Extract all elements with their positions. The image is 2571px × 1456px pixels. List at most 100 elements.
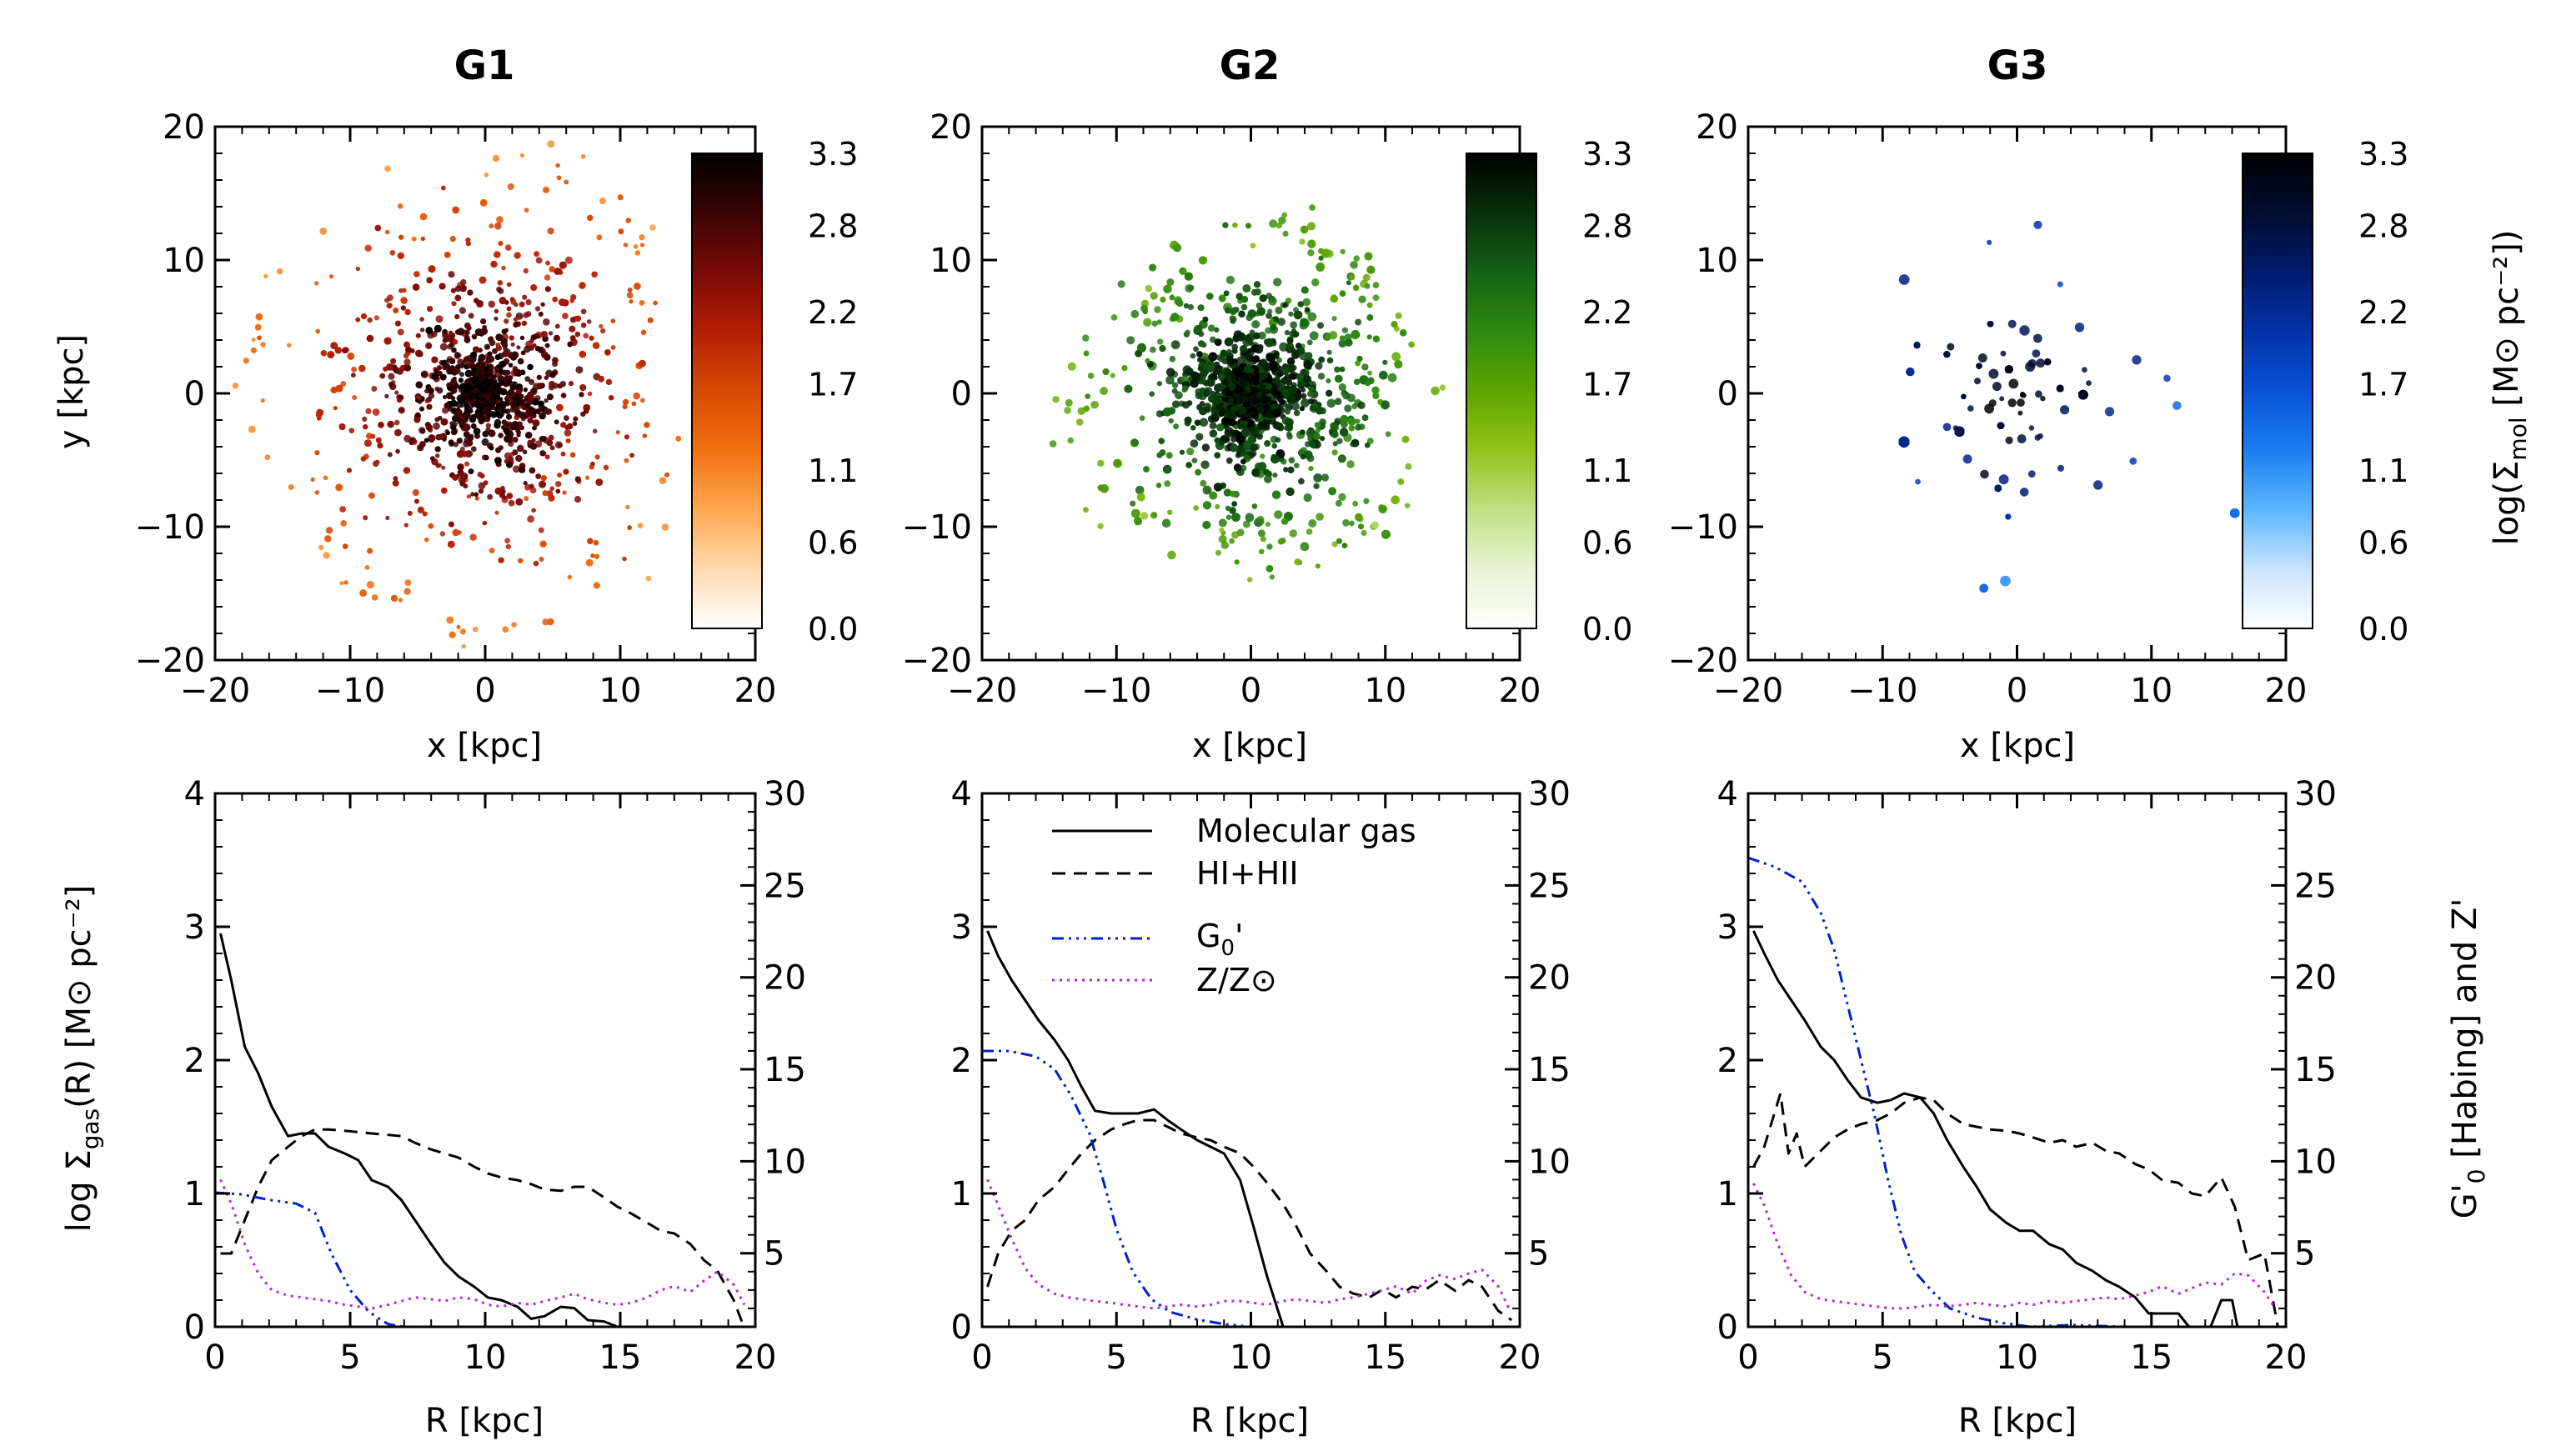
gas-particle xyxy=(1309,204,1316,211)
x-axis-label-g2: x [kpc] xyxy=(1192,727,1307,765)
gas-particle xyxy=(664,472,669,478)
gas-particle xyxy=(482,520,488,526)
gas-particle xyxy=(1247,577,1253,583)
gas-particle xyxy=(509,335,514,341)
gas-particle xyxy=(1331,431,1339,438)
gas-particle xyxy=(488,386,495,393)
gas-particle xyxy=(374,459,380,465)
gas-particle xyxy=(366,334,374,343)
gas-particle xyxy=(1339,366,1346,373)
gas-particle xyxy=(1240,458,1246,465)
gas-particle xyxy=(339,581,344,586)
gas-particle xyxy=(1180,375,1188,383)
gas-particle xyxy=(573,416,579,422)
gas-particle xyxy=(1338,339,1347,348)
gas-particle xyxy=(431,373,439,381)
gas-particle xyxy=(647,317,654,323)
gas-particle xyxy=(2129,457,2137,465)
gas-particle xyxy=(457,418,462,423)
gas-particle xyxy=(1285,378,1293,386)
gas-particle xyxy=(1232,334,1240,343)
gas-particle xyxy=(544,286,551,293)
gas-particle xyxy=(1169,294,1175,301)
gas-particle xyxy=(495,447,502,453)
gas-particle xyxy=(1157,338,1164,345)
gas-particle xyxy=(1330,422,1338,431)
gas-particle xyxy=(1304,307,1311,313)
gas-particle xyxy=(519,301,525,308)
gas-particle xyxy=(1397,478,1405,485)
gas-particle xyxy=(468,313,474,319)
gas-particle xyxy=(1270,364,1278,373)
gas-particle xyxy=(519,425,524,431)
gas-particle xyxy=(1064,407,1071,414)
gas-particle xyxy=(1300,318,1309,327)
gas-particle xyxy=(413,271,420,278)
gas-particle xyxy=(564,429,572,437)
gas-particle xyxy=(1394,360,1403,369)
gas-particle xyxy=(483,480,489,486)
gas-particle xyxy=(547,140,555,148)
gas-particle xyxy=(1212,367,1221,375)
gas-particle xyxy=(1229,443,1239,453)
gas-particle xyxy=(1163,284,1172,293)
gas-particle xyxy=(574,496,582,503)
gas-particle xyxy=(529,378,535,385)
gas-particle xyxy=(1304,450,1313,459)
gas-particle xyxy=(255,313,263,321)
gas-particle xyxy=(469,416,477,423)
gas-particle xyxy=(1328,487,1336,496)
gas-particle xyxy=(547,228,554,235)
gas-particle xyxy=(397,328,404,336)
gas-particle xyxy=(556,175,562,181)
gas-particle xyxy=(2017,410,2023,416)
gas-particle xyxy=(1185,462,1192,468)
gas-particle xyxy=(1235,370,1241,377)
gas-particle xyxy=(555,481,562,488)
gas-particle xyxy=(1169,355,1176,363)
x-tick-label-g2: 0 xyxy=(1240,672,1261,710)
gas-particle xyxy=(509,383,517,391)
gas-particle xyxy=(1205,363,1215,373)
gas-particle xyxy=(1167,407,1176,415)
gas-particle xyxy=(502,626,509,633)
gas-particle xyxy=(1150,292,1158,300)
gas-particle xyxy=(494,222,502,230)
gas-particle xyxy=(1218,518,1227,528)
gas-particle xyxy=(1336,538,1342,544)
gas-particle xyxy=(485,423,491,428)
gas-particle xyxy=(543,187,549,193)
gas-particle xyxy=(1352,500,1358,507)
gas-particle xyxy=(451,429,458,436)
gas-particle xyxy=(1223,290,1230,297)
gas-particle xyxy=(389,250,396,256)
gas-particle xyxy=(1221,417,1230,426)
gas-particle xyxy=(618,228,624,235)
gas-particle xyxy=(555,488,561,494)
gas-particle xyxy=(536,374,542,380)
gas-particle xyxy=(482,406,489,414)
gas-particle xyxy=(387,420,394,428)
gas-particle xyxy=(498,433,504,438)
gas-particle xyxy=(2007,319,2017,328)
gas-particle xyxy=(544,454,550,460)
gas-particle xyxy=(1301,286,1309,294)
gas-particle xyxy=(456,450,464,458)
gas-particle xyxy=(1315,362,1323,370)
gas-particle xyxy=(470,492,475,497)
gas-particle xyxy=(372,408,380,416)
gas-particle xyxy=(348,428,354,433)
gas-particle xyxy=(527,391,534,398)
gas-particle xyxy=(415,349,423,358)
gas-particle xyxy=(1232,223,1238,228)
gas-particle xyxy=(2163,374,2171,383)
gas-particle xyxy=(1085,393,1090,399)
gas-particle xyxy=(1225,376,1232,383)
gas-particle xyxy=(461,643,466,649)
gas-particle xyxy=(1355,513,1363,522)
colorbar-tick-label-g1: 1.7 xyxy=(808,366,858,403)
colorbar-tick-label-g2: 2.2 xyxy=(1582,294,1632,331)
y-tick-label-g1: −10 xyxy=(135,508,205,547)
gas-particle xyxy=(386,303,393,309)
gas-particle xyxy=(2027,470,2036,478)
